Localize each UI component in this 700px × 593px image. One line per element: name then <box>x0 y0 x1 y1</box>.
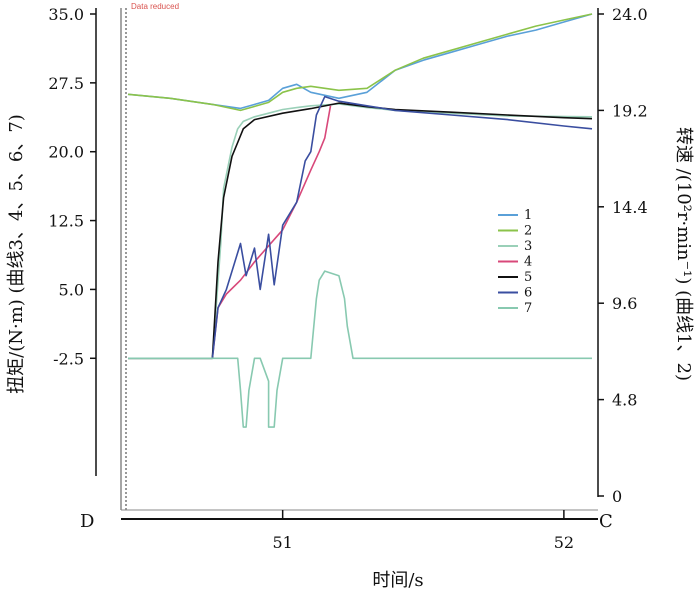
legend-label-1: 1 <box>524 208 532 223</box>
corner-label-right: C <box>599 511 613 532</box>
y-right-tick-label: 19.2 <box>612 101 648 120</box>
y-left-tick-label: 35.0 <box>48 5 84 24</box>
corner-label-left: D <box>80 511 94 532</box>
legend-label-7: 7 <box>524 301 532 316</box>
x-tick-label: 51 <box>272 533 292 552</box>
series-lines <box>127 13 593 428</box>
data-reduced-note: Data reduced <box>131 2 179 11</box>
y-left-tick-label: 20.0 <box>48 143 84 162</box>
x-axis-label: 时间/s <box>372 570 423 591</box>
y-right-tick-label: 24.0 <box>612 5 648 24</box>
y-left-tick-label: -2.5 <box>53 349 84 368</box>
legend-label-6: 6 <box>524 286 532 301</box>
x-tick-label: 52 <box>554 533 574 552</box>
legend-label-2: 2 <box>524 224 532 239</box>
y-left-tick-label: 12.5 <box>48 212 84 231</box>
legend-label-3: 3 <box>524 239 532 254</box>
series-line-7 <box>128 270 592 428</box>
series-line-6 <box>211 95 593 359</box>
y-axis-right-label: 转速 /(10²r·min⁻¹) (曲线1、2) <box>673 127 694 381</box>
y-left-tick-label: 5.0 <box>59 280 84 299</box>
y-right-tick-label: 4.8 <box>612 391 637 410</box>
y-axis-left-label: 扭矩/(N·m) (曲线3、4、5、6、7) <box>6 114 27 394</box>
legend-label-4: 4 <box>524 255 532 270</box>
y-right-tick-label: 14.4 <box>612 198 648 217</box>
axes-group: 35.0 27.5 20.0 12.5 5.0 -2.5 24.0 19.2 14.4 9.6 4.… <box>48 5 647 552</box>
series-line-5 <box>128 102 593 360</box>
series-line-2 <box>127 13 593 112</box>
series-line-1 <box>127 13 593 110</box>
y-right-tick-label: 9.6 <box>612 294 637 313</box>
y-right-tick-label: 0 <box>612 487 622 506</box>
y-left-tick-label: 27.5 <box>48 74 84 93</box>
legend-label-5: 5 <box>524 270 532 285</box>
